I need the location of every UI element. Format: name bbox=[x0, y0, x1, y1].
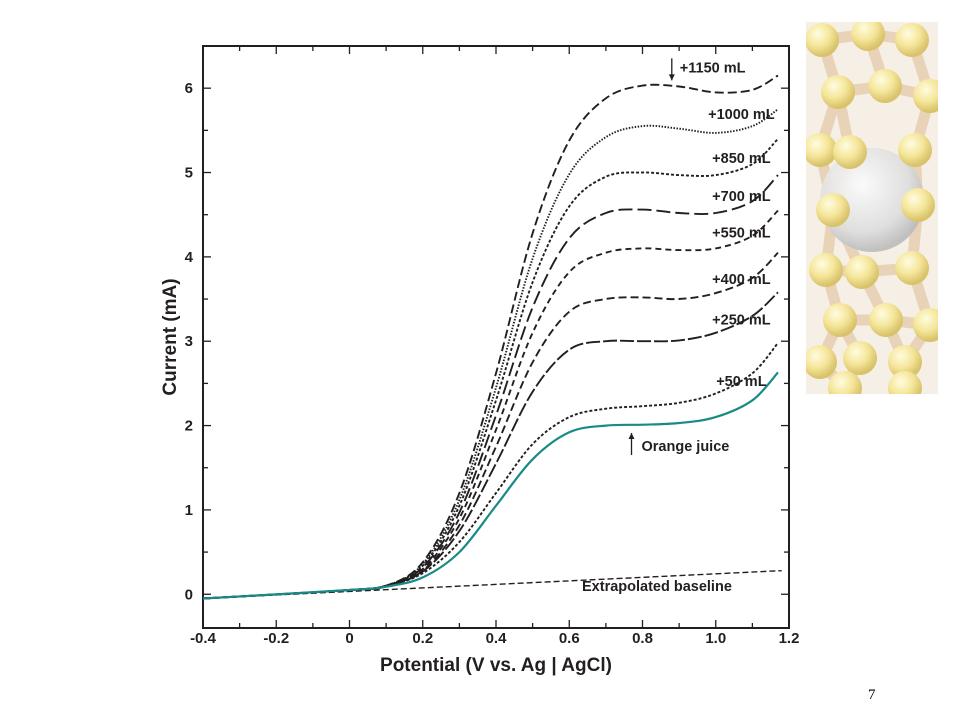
x-tick-label: 0.8 bbox=[632, 630, 653, 647]
x-axis-title: Potential (V vs. Ag | AgCl) bbox=[380, 655, 612, 676]
series-line bbox=[202, 342, 779, 600]
curve-label: +400 mL bbox=[712, 272, 771, 288]
molecular-lattice-image bbox=[806, 22, 938, 394]
extrapolated-baseline: Extrapolated baseline bbox=[202, 569, 782, 600]
lattice-atom bbox=[895, 251, 929, 285]
baseline-line bbox=[202, 569, 782, 600]
curve-annotations: +1150 mL +1000 mL +850 mL +700 mL +550 mL +40… bbox=[628, 58, 775, 455]
lattice-atom bbox=[869, 303, 903, 337]
x-tick-label: -0.4 bbox=[190, 630, 217, 647]
curve-label: +250 mL bbox=[712, 313, 771, 329]
x-tick-label: 0.4 bbox=[486, 630, 508, 647]
lattice-atom bbox=[913, 79, 938, 113]
curve-label: +1150 mL bbox=[680, 60, 746, 76]
lattice-atom bbox=[833, 135, 867, 169]
curve-label: +50 mL bbox=[716, 374, 767, 390]
annotation-arrowhead bbox=[668, 74, 675, 81]
lattice-atom bbox=[888, 345, 922, 379]
y-tick-label: 6 bbox=[185, 80, 193, 97]
slide-number: 7 bbox=[868, 687, 876, 703]
x-tick-label: -0.2 bbox=[263, 630, 289, 647]
lattice-atom bbox=[851, 22, 885, 51]
curve-label: +550 mL bbox=[712, 225, 771, 241]
chart-series bbox=[202, 74, 779, 600]
y-tick-label: 0 bbox=[185, 586, 193, 603]
curve-label: +700 mL bbox=[712, 189, 771, 205]
annotation-arrowhead bbox=[628, 432, 635, 439]
y-tick-labels: 0 1 2 3 4 5 6 bbox=[185, 80, 194, 603]
lattice-atom bbox=[806, 133, 837, 167]
axis-ticks bbox=[202, 45, 790, 628]
y-tick-label: 4 bbox=[185, 249, 194, 266]
x-tick-label: 0.2 bbox=[412, 630, 433, 647]
lattice-atom bbox=[868, 69, 902, 103]
y-tick-label: 3 bbox=[185, 333, 193, 350]
series-line bbox=[202, 371, 779, 600]
lattice-atom bbox=[809, 253, 843, 287]
lattice-atom bbox=[895, 23, 929, 57]
lattice-atom bbox=[828, 371, 862, 394]
curve-label: Orange juice bbox=[642, 439, 730, 455]
lattice-atom bbox=[843, 341, 877, 375]
curve-label: +850 mL bbox=[712, 151, 771, 167]
lattice-atom bbox=[806, 345, 837, 379]
lattice-atom bbox=[913, 308, 938, 342]
x-tick-label: 1.0 bbox=[705, 630, 726, 647]
lattice-atom bbox=[816, 193, 850, 227]
lattice-atom bbox=[806, 23, 839, 57]
lattice-atom bbox=[901, 188, 935, 222]
curve-label: +1000 mL bbox=[708, 107, 775, 123]
lattice-atom bbox=[898, 133, 932, 167]
baseline-label: Extrapolated baseline bbox=[582, 579, 732, 595]
lattice-atom bbox=[823, 303, 857, 337]
x-tick-labels: -0.4 -0.2 0 0.2 0.4 0.6 0.8 1.0 1.2 bbox=[190, 630, 799, 647]
y-tick-label: 2 bbox=[185, 418, 193, 435]
lattice-atom bbox=[845, 255, 879, 289]
x-tick-label: 0 bbox=[345, 630, 353, 647]
y-axis-title: Current (mA) bbox=[160, 278, 181, 395]
y-tick-label: 1 bbox=[185, 502, 193, 519]
series-line bbox=[202, 138, 779, 600]
plot-frame bbox=[202, 45, 790, 629]
y-tick-label: 5 bbox=[185, 165, 193, 182]
x-tick-label: 0.6 bbox=[559, 630, 580, 647]
lattice-atom bbox=[888, 371, 922, 394]
lattice-atom bbox=[821, 75, 855, 109]
x-tick-label: 1.2 bbox=[779, 630, 800, 647]
fullerene-cage bbox=[820, 148, 924, 252]
